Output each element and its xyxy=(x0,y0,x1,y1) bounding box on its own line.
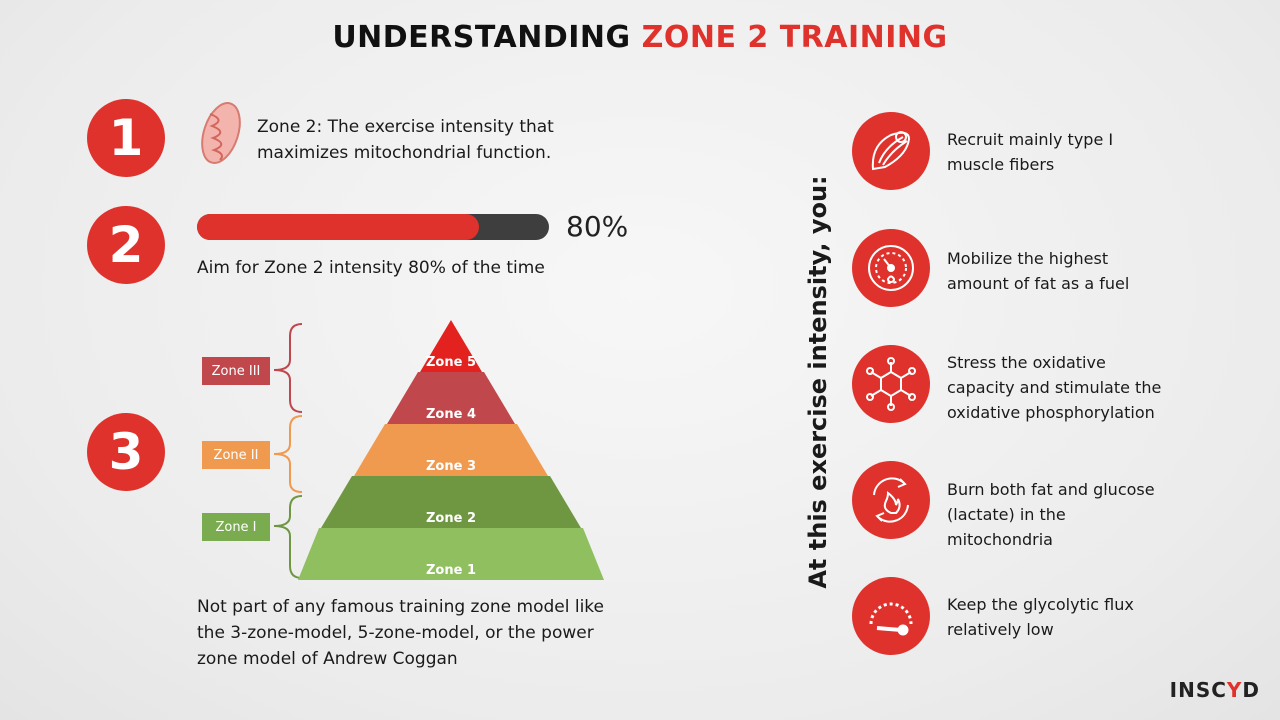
benefit-4-line3: mitochondria xyxy=(947,530,1053,549)
zone-pyramid: Zone 5 Zone 4 Zone 3 Zone 2 Zone 1 xyxy=(298,320,604,580)
benefit-5-text: Keep the glycolytic flux relatively low xyxy=(947,592,1134,642)
group-label-zone-iii: Zone III xyxy=(202,357,270,385)
step-1-number: 1 xyxy=(87,99,165,177)
fat-gauge-icon xyxy=(852,229,930,307)
bracket-zone-iii xyxy=(273,323,303,413)
side-heading: At this exercise intensity, you: xyxy=(804,175,832,589)
pyramid-label-5: Zone 5 xyxy=(426,355,476,370)
page-title: UNDERSTANDING ZONE 2 TRAINING xyxy=(0,20,1280,55)
benefit-2-line1: Mobilize the highest xyxy=(947,249,1109,268)
benefit-3-text: Stress the oxidative capacity and stimul… xyxy=(947,350,1161,425)
muscle-fiber-icon xyxy=(852,112,930,190)
pyramid-label-4: Zone 4 xyxy=(426,407,476,422)
group-label-zone-ii: Zone II xyxy=(202,441,270,469)
benefit-1-text: Recruit mainly type I muscle fibers xyxy=(947,127,1113,177)
benefit-1-line2: muscle fibers xyxy=(947,155,1055,174)
benefit-3-line2: capacity and stimulate the xyxy=(947,378,1162,397)
benefit-4-line1: Burn both fat and glucose xyxy=(947,480,1155,499)
low-gauge-icon xyxy=(852,577,930,655)
bracket-zone-i xyxy=(273,495,303,579)
step-3-caption: Not part of any famous training zone mod… xyxy=(197,594,604,672)
benefit-2-text: Mobilize the highest amount of fat as a … xyxy=(947,246,1129,296)
brand-logo: INSCYD xyxy=(1170,678,1260,702)
benefit-4-text: Burn both fat and glucose (lactate) in t… xyxy=(947,477,1155,552)
pyramid-level-3 xyxy=(354,424,548,476)
step-3-line3: zone model of Andrew Coggan xyxy=(197,649,458,669)
pyramid-level-4 xyxy=(387,372,515,424)
pyramid-level-5 xyxy=(420,320,482,372)
title-part1: UNDERSTANDING xyxy=(332,20,642,55)
progress-percent: 80% xyxy=(566,210,629,243)
pyramid-label-3: Zone 3 xyxy=(426,459,476,474)
benefit-5-line2: relatively low xyxy=(947,620,1054,639)
benefit-2-line2: amount of fat as a fuel xyxy=(947,274,1130,293)
step-1-text: Zone 2: The exercise intensity that maxi… xyxy=(257,114,554,166)
zone-brackets xyxy=(273,323,303,579)
progress-fill xyxy=(197,214,479,240)
step-2-number: 2 xyxy=(87,206,165,284)
pyramid-level-1 xyxy=(298,528,604,580)
mitochondria-icon xyxy=(196,100,246,166)
bracket-zone-ii xyxy=(273,415,303,493)
step-2-caption: Aim for Zone 2 intensity 80% of the time xyxy=(197,258,545,278)
logo-part2: Y xyxy=(1226,678,1243,702)
benefit-5-line1: Keep the glycolytic flux xyxy=(947,595,1134,614)
burn-cycle-icon xyxy=(852,461,930,539)
step-3-line1: Not part of any famous training zone mod… xyxy=(197,597,605,617)
benefit-3-line3: oxidative phosphorylation xyxy=(947,403,1155,422)
benefit-3-line1: Stress the oxidative xyxy=(947,353,1106,372)
step-1-line1: Zone 2: The exercise intensity that xyxy=(257,117,554,137)
step-1-line2: maximizes mitochondrial function. xyxy=(257,143,552,163)
pyramid-label-1: Zone 1 xyxy=(426,563,476,578)
title-accent: ZONE 2 TRAINING xyxy=(641,20,948,55)
benefit-4-line2: (lactate) in the xyxy=(947,505,1066,524)
logo-part1: INSC xyxy=(1169,678,1227,702)
group-label-zone-i: Zone I xyxy=(202,513,270,541)
molecule-icon xyxy=(852,345,930,423)
progress-bar xyxy=(197,214,549,240)
step-3-line2: the 3-zone-model, 5-zone-model, or the p… xyxy=(197,623,594,643)
pyramid-label-2: Zone 2 xyxy=(426,511,476,526)
logo-part3: D xyxy=(1242,678,1260,702)
pyramid-level-2 xyxy=(321,476,581,528)
step-3-number: 3 xyxy=(87,413,165,491)
benefit-1-line1: Recruit mainly type I xyxy=(947,130,1114,149)
